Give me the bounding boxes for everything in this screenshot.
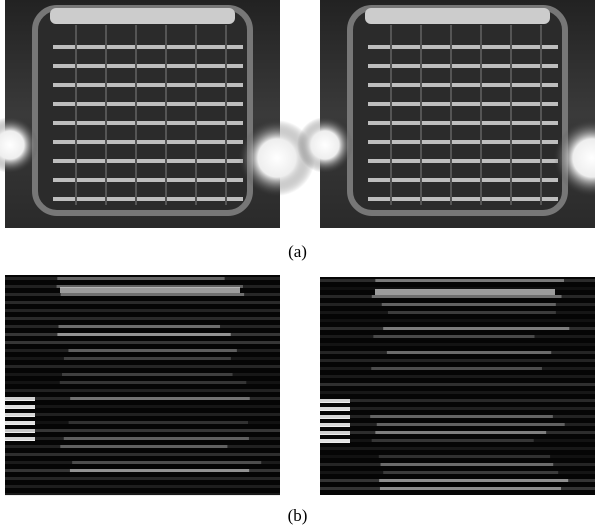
image-detail	[165, 25, 167, 205]
image-detail	[480, 25, 482, 205]
image-detail	[320, 343, 595, 346]
image-detail	[368, 45, 558, 49]
image-detail	[377, 423, 565, 426]
image-detail	[53, 178, 243, 182]
image-detail	[368, 159, 558, 163]
image-detail	[5, 477, 280, 480]
image-detail	[350, 8, 565, 213]
photo	[297, 0, 595, 228]
image-detail	[320, 319, 595, 322]
image-detail	[450, 25, 452, 205]
image-detail	[5, 405, 280, 408]
image-detail	[53, 197, 243, 201]
image-detail	[5, 453, 280, 456]
image-detail	[5, 341, 280, 344]
image-detail	[420, 25, 422, 205]
image-detail	[68, 349, 236, 352]
image-detail	[5, 389, 280, 392]
image-detail	[53, 121, 243, 125]
image-detail	[388, 311, 556, 314]
image-detail	[5, 485, 280, 488]
image-detail	[105, 25, 107, 205]
image-detail	[372, 295, 562, 298]
image-detail	[5, 301, 280, 304]
image-detail	[72, 461, 261, 464]
image-detail	[53, 64, 243, 68]
image-detail	[60, 445, 227, 448]
image-detail	[69, 421, 248, 424]
image-detail	[225, 25, 227, 205]
image-detail	[373, 335, 534, 338]
image-detail	[375, 279, 564, 282]
image-detail	[368, 102, 558, 106]
caption: (a)	[0, 242, 595, 262]
image-detail	[59, 325, 221, 328]
image-detail	[379, 479, 568, 482]
image-detail	[5, 317, 280, 320]
image-detail	[380, 487, 561, 490]
image-detail	[368, 83, 558, 87]
image-detail	[368, 64, 558, 68]
image-detail	[5, 309, 280, 312]
image-detail	[64, 437, 249, 440]
image-detail	[53, 140, 243, 144]
image-detail	[540, 25, 542, 205]
image-detail	[53, 102, 243, 106]
image-detail	[381, 463, 554, 466]
image-detail	[372, 439, 534, 442]
image-detail	[320, 375, 595, 378]
photo	[5, 275, 280, 496]
image-detail	[387, 351, 551, 354]
image-detail	[368, 197, 558, 201]
image-detail	[375, 431, 546, 434]
image-detail	[61, 293, 244, 296]
image-detail	[5, 413, 280, 416]
image-detail	[320, 383, 595, 386]
image-detail	[35, 8, 250, 213]
image-detail	[195, 25, 197, 205]
image-detail	[368, 121, 558, 125]
image-detail	[390, 25, 392, 205]
figure-images	[0, 0, 595, 529]
image-detail	[50, 8, 235, 24]
image-detail	[375, 289, 555, 295]
figure: (a) (b)	[0, 0, 595, 529]
image-detail	[368, 140, 558, 144]
image-detail	[370, 415, 553, 418]
image-detail	[70, 397, 250, 400]
image-detail	[320, 447, 595, 450]
image-detail	[383, 471, 558, 474]
image-detail	[297, 117, 353, 173]
image-detail	[379, 455, 550, 458]
image-detail	[135, 25, 137, 205]
photo	[0, 0, 315, 228]
image-detail	[62, 373, 233, 376]
image-detail	[510, 25, 512, 205]
image-detail	[53, 159, 243, 163]
photo	[320, 277, 595, 495]
image-detail	[5, 493, 280, 496]
image-detail	[57, 277, 224, 280]
caption: (b)	[0, 506, 595, 526]
image-detail	[371, 367, 542, 370]
image-detail	[368, 178, 558, 182]
image-detail	[5, 365, 280, 368]
image-detail	[64, 357, 231, 360]
image-detail	[5, 429, 280, 432]
image-detail	[382, 303, 556, 306]
image-detail	[60, 287, 240, 293]
image-detail	[320, 399, 595, 402]
image-detail	[320, 391, 595, 394]
image-detail	[320, 359, 595, 362]
image-detail	[70, 469, 249, 472]
image-detail	[320, 407, 595, 410]
image-detail	[365, 8, 550, 24]
image-detail	[383, 327, 569, 330]
image-detail	[60, 381, 247, 384]
image-detail	[57, 333, 230, 336]
image-detail	[75, 25, 77, 205]
image-detail	[53, 45, 243, 49]
image-detail	[53, 83, 243, 87]
